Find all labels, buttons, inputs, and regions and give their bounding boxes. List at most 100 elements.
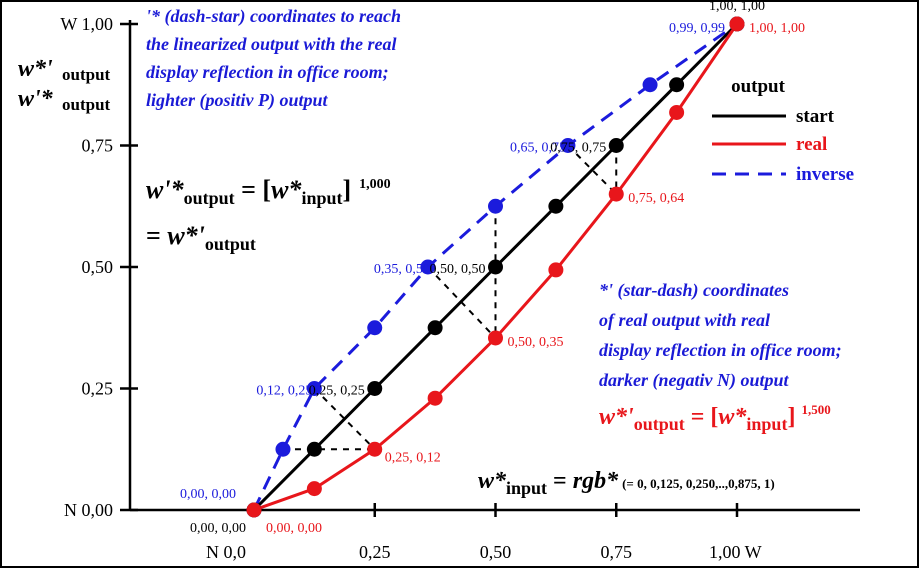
data-point-inverse [488,198,503,214]
point-label: 0,35, 0,50 [374,262,430,277]
data-point-inverse [306,381,322,396]
y-tick-label: 0,75 [82,136,114,156]
data-point-start [306,441,322,457]
data-point-real [246,502,262,518]
point-label: 0,00, 0,00 [266,521,322,536]
legend-title: output [731,76,786,97]
data-point-start [608,138,624,153]
data-point-start [548,198,564,214]
formula-input-lhs: w* [478,468,507,494]
formula-main2-w: w*' [167,221,205,250]
formula-real-line: w*'output = [w*input] 1,500 [599,402,831,434]
data-point-real [548,262,564,278]
data-point-real [608,186,624,202]
y-label-part-1: w*' [18,56,53,82]
point-label: 0,25, 0,12 [385,450,441,465]
legend: output start real inverse [712,76,854,185]
formula-main-line-2: = w*'output [146,221,256,254]
formula-input-line: w*input = rgb* (= 0, 0,125, 0,250,..,0,87… [478,468,775,498]
point-label: 0,12, 0,25 [256,384,312,399]
star-dash-line-3: display reflection in office room; [599,340,842,360]
legend-label-start: start [796,106,835,127]
formula-main-lhs-sub: output [184,188,235,208]
formula-input-rhs: rgb* [573,468,619,494]
dash-star-line-3: display reflection in office room; [146,62,389,82]
data-points [246,16,745,518]
data-point-inverse [367,320,383,336]
formula-input-lhs-sub: input [506,478,547,498]
point-label: 1,00, 1,00 [709,0,765,14]
formula-main-exp: 1,000 [359,177,391,192]
formula-real-eq: = [ [685,404,719,430]
formula-main: w'*output = [w*input] 1,000 = w*'output [146,175,391,254]
point-label: 0,00, 0,00 [190,521,246,536]
star-dash-line-1: *' (star-dash) coordinates [599,280,789,301]
point-labels: 0,00, 0,00 0,00, 0,00 0,00, 0,00 0,12, 0,25… [180,0,805,536]
data-point-inverse [275,441,291,457]
point-label: 0,99, 0,99 [669,21,725,36]
data-point-real [367,441,383,457]
connector-line [313,387,376,450]
dash-star-line-1: '* (dash-star) coordinates to reach [146,6,401,27]
x-tick-label: N 0,0 [206,542,246,562]
y-tick-label: W 1,00 [60,14,113,34]
x-tick-label: 0,50 [480,542,512,562]
formula-real: w*'output = [w*input] 1,500 [599,402,831,434]
y-tick-label: 0,25 [82,379,114,399]
y-tick-label: N 0,00 [64,500,113,520]
dash-star-line-2: the linearized output with the real [146,34,397,54]
data-point-start [488,259,503,275]
data-point-real [427,390,443,406]
formula-main-w-sub: input [301,188,342,208]
data-point-start [669,77,685,93]
formula-main-w: w* [271,175,302,204]
data-point-start [427,320,443,336]
formula-main-close: ] [342,175,351,204]
formula-real-w: w* [718,404,747,430]
formula-input-eq: = [547,468,573,494]
formula-input-range: (= 0, 0,125, 0,250,..,0,875, 1) [622,476,775,491]
x-tick-label: 1,00 W [709,542,762,562]
y-tick-label: 0,50 [82,257,114,277]
point-label: 0,50, 0,35 [508,335,564,350]
formula-main2-eq: = [146,221,167,250]
dash-star-note: '* (dash-star) coordinates to reach the … [146,6,401,111]
formula-input: w*input = rgb* (= 0, 0,125, 0,250,..,0,87… [478,468,775,498]
formula-real-exp: 1,500 [801,402,830,417]
point-label: 0,75, 0,64 [628,191,684,206]
point-label: 0,00, 0,00 [180,487,236,502]
point-label: 0,65, 0,75 [510,141,566,156]
data-point-start [367,381,383,396]
formula-real-lhs-sub: output [634,414,685,434]
dash-star-line-4: lighter (positiv P) output [146,90,329,111]
formula-real-close: ] [787,404,795,430]
y-label-part-3: w'* [18,86,54,112]
y-ticks: N 0,00 0,25 0,50 0,75 W 1,00 [60,14,138,520]
point-label: 0,25, 0,25 [309,384,365,399]
data-point-inverse [420,259,436,275]
x-ticks: N 0,0 0,25 0,50 0,75 1,00 W [206,503,762,562]
point-label: 1,00, 1,00 [749,21,805,36]
y-label-part-4: output [62,95,111,114]
formula-real-w-sub: input [746,414,787,434]
data-point-real [729,16,745,32]
formula-main2-sub: output [205,234,256,254]
formula-main-lhs: w'* [146,175,185,204]
data-point-real [669,104,685,120]
point-label: 0,50, 0,50 [430,262,486,277]
formula-main-line: w'*output = [w*input] 1,000 [146,175,391,208]
data-point-real [488,330,503,346]
x-tick-label: 0,75 [601,542,633,562]
star-dash-note: *' (star-dash) coordinates of real outpu… [599,280,842,391]
data-point-inverse [642,77,658,93]
data-point-inverse [560,138,576,153]
formula-main-eq: = [ [235,175,271,204]
x-tick-label: 0,25 [359,542,391,562]
star-dash-line-2: of real output with real [599,310,770,330]
legend-label-real: real [796,134,827,155]
legend-label-inverse: inverse [796,164,854,185]
y-axis-label: w*' output w'* output [18,56,111,114]
